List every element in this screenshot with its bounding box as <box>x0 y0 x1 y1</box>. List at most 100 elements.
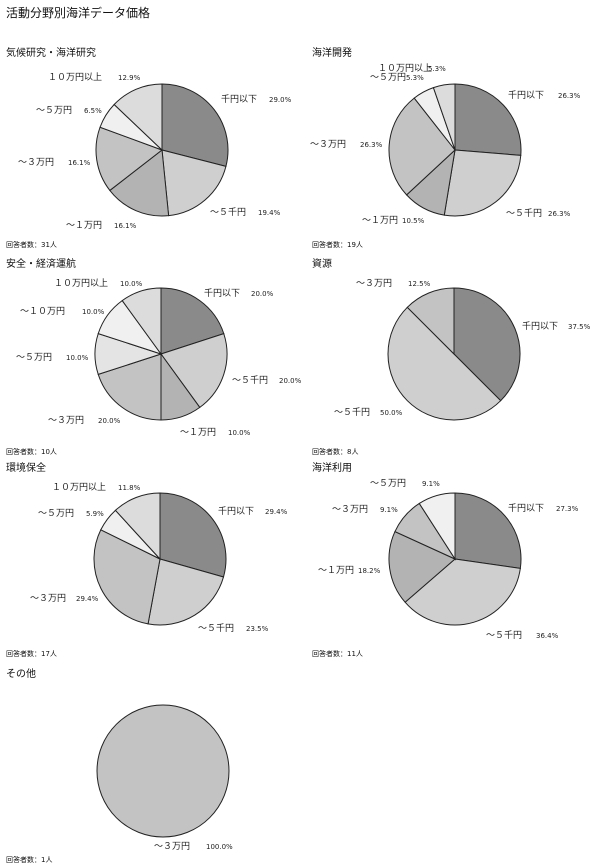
pie-slice <box>159 492 227 578</box>
slice-label-group: １０万円以上 12.9% <box>48 72 141 83</box>
pie-svg: 千円以下 27.3% ～５千円 36.4% ～１万円 18.2% ～３万円 9.… <box>318 478 579 641</box>
pie-svg: 千円以下 37.5% ～５千円 50.0% ～３万円 12.5% <box>334 278 591 421</box>
respondent-count-label: 回答者数： <box>6 856 41 864</box>
slice-pct-label: 12.5% <box>408 280 431 288</box>
slice-label-group: ～１０万円 10.0% <box>20 306 105 317</box>
slice-pct-label: 29.4% <box>265 508 288 516</box>
slice-label-group: 千円以下 26.3% <box>508 90 581 101</box>
slice-label: ～３万円 <box>154 841 190 852</box>
slice-pct-label: 19.4% <box>258 209 281 217</box>
slice-label-group: １０万円以上 11.8% <box>52 482 141 493</box>
slice-pct-label: 16.1% <box>114 222 137 230</box>
slice-pct-label: 10.0% <box>82 308 105 316</box>
chart-title: 環境保全 <box>6 463 46 474</box>
slice-label-group: ～３万円 20.0% <box>48 415 121 426</box>
slice-label: １０万円以上 <box>54 278 108 289</box>
pie-slice <box>97 353 162 421</box>
respondent-count-label: 回答者数： <box>312 448 347 456</box>
slice-label: ～３万円 <box>356 278 392 289</box>
pie-slice <box>388 530 456 603</box>
slice-pct-label: 16.1% <box>68 159 91 167</box>
slice-pct-label: 11.8% <box>118 484 141 492</box>
slice-label-group: ～５千円 20.0% <box>232 375 302 386</box>
slice-label: 千円以下 <box>522 321 558 332</box>
pie-svg: 千円以下 29.4% ～５千円 23.5% ～３万円 29.4% ～５万円 5.… <box>30 482 288 634</box>
slice-label-group: １０万円以上 5.3% <box>378 63 446 74</box>
pie-slice <box>147 558 225 626</box>
pie-slice <box>95 126 164 192</box>
slice-pct-label: 10.0% <box>66 354 89 362</box>
pie-chart-other: その他 ～３万円 100.0% 回答者数：1人 <box>0 660 300 867</box>
slice-label: ～３万円 <box>310 139 346 150</box>
slice-label-group: ～５千円 36.4% <box>486 630 559 641</box>
slice-label-group: 千円以下 37.5% <box>522 321 591 332</box>
pie-slice <box>432 83 456 151</box>
pie-chart-resources: 資源 千円以下 37.5% ～５千円 50.0% ～３万円 12.5% 回答者数… <box>300 252 600 460</box>
pie-slice <box>160 332 228 409</box>
pie-svg: 千円以下 20.0% ～５千円 20.0% ～１万円 10.0% ～３万円 20… <box>16 278 302 438</box>
pie-slice <box>443 149 522 217</box>
respondent-count-value: 19人 <box>347 241 363 249</box>
slice-label-group: ～５千円 26.3% <box>506 208 571 219</box>
chart-title: 気候研究・海洋研究 <box>6 48 96 59</box>
slice-label: 千円以下 <box>221 94 257 105</box>
respondent-count-value: 8人 <box>347 448 359 456</box>
slice-label-group: ～５万円 5.3% <box>370 72 424 83</box>
slice-label-group: ～１万円 18.2% <box>318 565 381 576</box>
slice-label-group: 千円以下 20.0% <box>204 288 274 299</box>
slice-pct-label: 9.1% <box>422 480 440 488</box>
slice-pct-label: 9.1% <box>380 506 398 514</box>
slice-label: ～１万円 <box>66 220 102 231</box>
pie-chart-safety-economic-navigation: 安全・経済運航 千円以下 20.0% ～５千円 20.0% ～１万円 10.0%… <box>0 252 302 460</box>
respondent-count-label: 回答者数： <box>312 650 347 658</box>
respondent-count: 回答者数：17人 <box>6 649 57 659</box>
slice-label: 千円以下 <box>508 90 544 101</box>
respondent-count: 回答者数：10人 <box>6 447 57 457</box>
pie-slice <box>113 83 163 152</box>
slice-pct-label: 12.9% <box>118 74 141 82</box>
respondent-count-value: 31人 <box>41 241 57 249</box>
slice-pct-label: 10.5% <box>402 217 425 225</box>
slice-label: ～５万円 <box>16 352 52 363</box>
slice-label: ～３万円 <box>18 157 54 168</box>
chart-title: 資源 <box>312 259 332 270</box>
slice-label: ～１万円 <box>362 215 398 226</box>
slice-label-group: ～５千円 19.4% <box>210 207 281 218</box>
pie-slice <box>387 306 502 421</box>
slice-pct-label: 5.3% <box>406 74 424 82</box>
chart-title: 海洋利用 <box>312 463 352 474</box>
pie-slice <box>453 287 521 402</box>
slice-pct-label: 10.0% <box>228 429 251 437</box>
slice-label-group: ～３万円 29.4% <box>30 593 99 604</box>
pie-slice <box>121 287 162 356</box>
slice-label: １０万円以上 <box>48 72 102 83</box>
slice-label-group: ～３万円 100.0% <box>154 841 233 852</box>
slice-label: 千円以下 <box>508 503 544 514</box>
pie-slice <box>454 83 522 156</box>
respondent-count: 回答者数：31人 <box>6 240 57 250</box>
slice-label: ～５万円 <box>36 105 72 116</box>
pie-svg: 千円以下 29.0% ～５千円 19.4% ～１万円 16.1% ～３万円 16… <box>18 72 292 231</box>
slice-pct-label: 50.0% <box>380 409 403 417</box>
pie-slice <box>404 558 521 626</box>
respondent-count-value: 11人 <box>347 650 363 658</box>
slice-label: ～５万円 <box>370 478 406 489</box>
slice-label-group: １０万円以上 10.0% <box>54 278 143 289</box>
respondent-count: 回答者数：8人 <box>312 447 358 457</box>
slice-pct-label: 26.3% <box>360 141 383 149</box>
pie-slice <box>406 287 455 356</box>
slice-pct-label: 20.0% <box>98 417 121 425</box>
slice-label: ～５千円 <box>334 407 370 418</box>
pie-slice <box>96 704 230 838</box>
pie-slice <box>418 492 456 561</box>
respondent-count-label: 回答者数： <box>6 241 41 249</box>
slice-label: ～３万円 <box>48 415 84 426</box>
slice-label: ～１万円 <box>318 565 354 576</box>
slice-label: １０万円以上 <box>378 63 432 74</box>
slice-label: 千円以下 <box>218 506 254 517</box>
slice-pct-label: 20.0% <box>279 377 302 385</box>
slice-label-group: ～５千円 23.5% <box>198 623 269 634</box>
slice-label-group: ～１万円 16.1% <box>66 220 137 231</box>
pie-chart-ocean-use: 海洋利用 千円以下 27.3% ～５千円 36.4% ～１万円 18.2% ～３… <box>300 456 600 662</box>
slice-label-group: ～３万円 12.5% <box>356 278 431 289</box>
